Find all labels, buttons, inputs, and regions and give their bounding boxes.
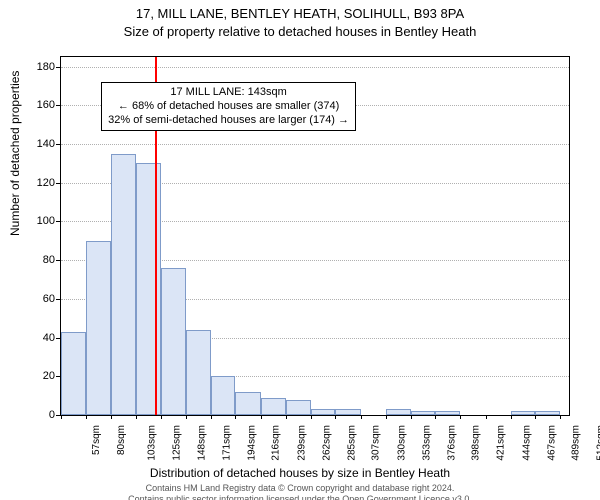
- x-tick-mark: [560, 415, 561, 419]
- footer-attribution: Contains HM Land Registry data © Crown c…: [0, 483, 600, 500]
- histogram-bar: [335, 409, 360, 415]
- histogram-bar: [311, 409, 335, 415]
- x-tick-mark: [186, 415, 187, 419]
- histogram-bar: [211, 376, 235, 415]
- x-tick-label: 353sqm: [421, 425, 432, 461]
- x-tick-label: 421sqm: [496, 425, 507, 461]
- x-tick-mark: [111, 415, 112, 419]
- y-tick-label: 60: [0, 293, 55, 305]
- x-tick-mark: [286, 415, 287, 419]
- histogram-bar: [111, 154, 135, 415]
- histogram-bar: [411, 411, 435, 415]
- x-axis-label: Distribution of detached houses by size …: [0, 466, 600, 480]
- histogram-bar: [386, 409, 411, 415]
- x-tick-mark: [435, 415, 436, 419]
- chart-title-line2: Size of property relative to detached ho…: [0, 24, 600, 40]
- x-tick-label: 57sqm: [91, 425, 102, 455]
- x-tick-label: 239sqm: [296, 425, 307, 461]
- grid-line: [61, 67, 569, 68]
- y-tick-label: 160: [0, 99, 55, 111]
- y-tick-label: 40: [0, 332, 55, 344]
- x-tick-mark: [335, 415, 336, 419]
- histogram-bar: [61, 332, 86, 415]
- x-tick-mark: [86, 415, 87, 419]
- x-tick-label: 512sqm: [596, 425, 600, 461]
- annotation-line: ← 68% of detached houses are smaller (37…: [108, 100, 349, 114]
- plot-area: 57sqm80sqm103sqm125sqm148sqm171sqm194sqm…: [60, 56, 570, 416]
- x-tick-label: 262sqm: [322, 425, 333, 461]
- chart-container: 17, MILL LANE, BENTLEY HEATH, SOLIHULL, …: [0, 6, 600, 500]
- x-tick-label: 330sqm: [396, 425, 407, 461]
- footer-line2: Contains public sector information licen…: [0, 494, 600, 500]
- y-tick-label: 80: [0, 254, 55, 266]
- x-tick-mark: [460, 415, 461, 419]
- grid-line: [61, 144, 569, 145]
- y-tick-label: 140: [0, 138, 55, 150]
- histogram-bar: [511, 411, 535, 415]
- y-tick-label: 180: [0, 61, 55, 73]
- x-tick-mark: [411, 415, 412, 419]
- chart-title-line1: 17, MILL LANE, BENTLEY HEATH, SOLIHULL, …: [0, 6, 600, 22]
- histogram-bar: [235, 392, 260, 415]
- x-tick-label: 125sqm: [171, 425, 182, 461]
- x-tick-mark: [535, 415, 536, 419]
- histogram-bar: [535, 411, 560, 415]
- x-tick-label: 148sqm: [196, 425, 207, 461]
- x-tick-mark: [486, 415, 487, 419]
- x-tick-label: 171sqm: [222, 425, 233, 461]
- x-tick-label: 489sqm: [571, 425, 582, 461]
- x-tick-label: 285sqm: [347, 425, 358, 461]
- histogram-bar: [261, 398, 286, 415]
- histogram-bar: [435, 411, 460, 415]
- x-tick-label: 467sqm: [546, 425, 557, 461]
- x-tick-mark: [161, 415, 162, 419]
- annotation-box: 17 MILL LANE: 143sqm← 68% of detached ho…: [101, 82, 356, 131]
- y-tick-label: 100: [0, 215, 55, 227]
- x-tick-label: 80sqm: [116, 425, 127, 455]
- histogram-bar: [186, 330, 211, 415]
- footer-line1: Contains HM Land Registry data © Crown c…: [0, 483, 600, 493]
- x-tick-mark: [61, 415, 62, 419]
- y-tick-label: 20: [0, 370, 55, 382]
- histogram-bar: [161, 268, 186, 415]
- histogram-bar: [286, 400, 311, 415]
- x-tick-mark: [311, 415, 312, 419]
- y-tick-label: 0: [0, 409, 55, 421]
- x-tick-label: 444sqm: [521, 425, 532, 461]
- x-tick-mark: [386, 415, 387, 419]
- x-tick-label: 398sqm: [471, 425, 482, 461]
- x-tick-mark: [136, 415, 137, 419]
- x-tick-label: 194sqm: [247, 425, 258, 461]
- x-tick-mark: [361, 415, 362, 419]
- y-tick-label: 120: [0, 177, 55, 189]
- x-tick-label: 216sqm: [271, 425, 282, 461]
- x-tick-label: 376sqm: [447, 425, 458, 461]
- x-tick-mark: [511, 415, 512, 419]
- x-tick-label: 307sqm: [371, 425, 382, 461]
- annotation-line: 17 MILL LANE: 143sqm: [108, 86, 349, 100]
- x-tick-mark: [261, 415, 262, 419]
- x-tick-label: 103sqm: [147, 425, 158, 461]
- x-tick-mark: [211, 415, 212, 419]
- y-axis-label: Number of detached properties: [8, 71, 22, 236]
- histogram-bar: [86, 241, 111, 415]
- x-tick-mark: [235, 415, 236, 419]
- annotation-line: 32% of semi-detached houses are larger (…: [108, 114, 349, 128]
